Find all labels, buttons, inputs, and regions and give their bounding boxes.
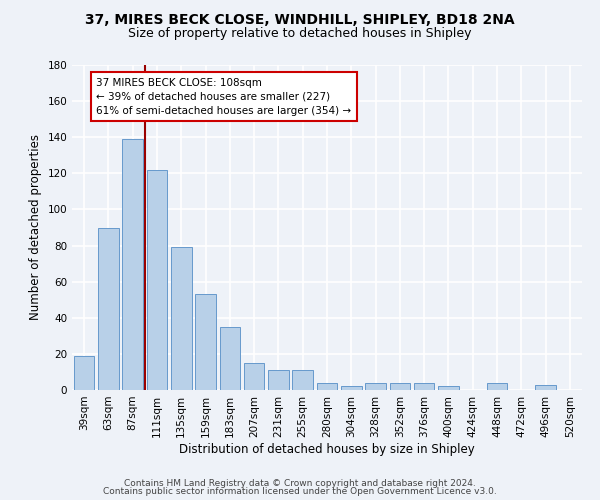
- Bar: [74, 356, 94, 390]
- Text: 37, MIRES BECK CLOSE, WINDHILL, SHIPLEY, BD18 2NA: 37, MIRES BECK CLOSE, WINDHILL, SHIPLEY,…: [85, 12, 515, 26]
- Bar: [98, 228, 119, 390]
- Bar: [195, 294, 216, 390]
- Bar: [438, 386, 459, 390]
- Bar: [292, 370, 313, 390]
- Bar: [317, 383, 337, 390]
- Bar: [268, 370, 289, 390]
- Bar: [389, 383, 410, 390]
- Bar: [171, 248, 191, 390]
- Text: Size of property relative to detached houses in Shipley: Size of property relative to detached ho…: [128, 28, 472, 40]
- Text: 37 MIRES BECK CLOSE: 108sqm
← 39% of detached houses are smaller (227)
61% of se: 37 MIRES BECK CLOSE: 108sqm ← 39% of det…: [96, 78, 352, 116]
- Bar: [220, 327, 240, 390]
- X-axis label: Distribution of detached houses by size in Shipley: Distribution of detached houses by size …: [179, 442, 475, 456]
- Text: Contains HM Land Registry data © Crown copyright and database right 2024.: Contains HM Land Registry data © Crown c…: [124, 478, 476, 488]
- Text: Contains public sector information licensed under the Open Government Licence v3: Contains public sector information licen…: [103, 487, 497, 496]
- Y-axis label: Number of detached properties: Number of detached properties: [29, 134, 42, 320]
- Bar: [341, 386, 362, 390]
- Bar: [122, 139, 143, 390]
- Bar: [535, 384, 556, 390]
- Bar: [146, 170, 167, 390]
- Bar: [487, 383, 508, 390]
- Bar: [244, 363, 265, 390]
- Bar: [414, 383, 434, 390]
- Bar: [365, 383, 386, 390]
